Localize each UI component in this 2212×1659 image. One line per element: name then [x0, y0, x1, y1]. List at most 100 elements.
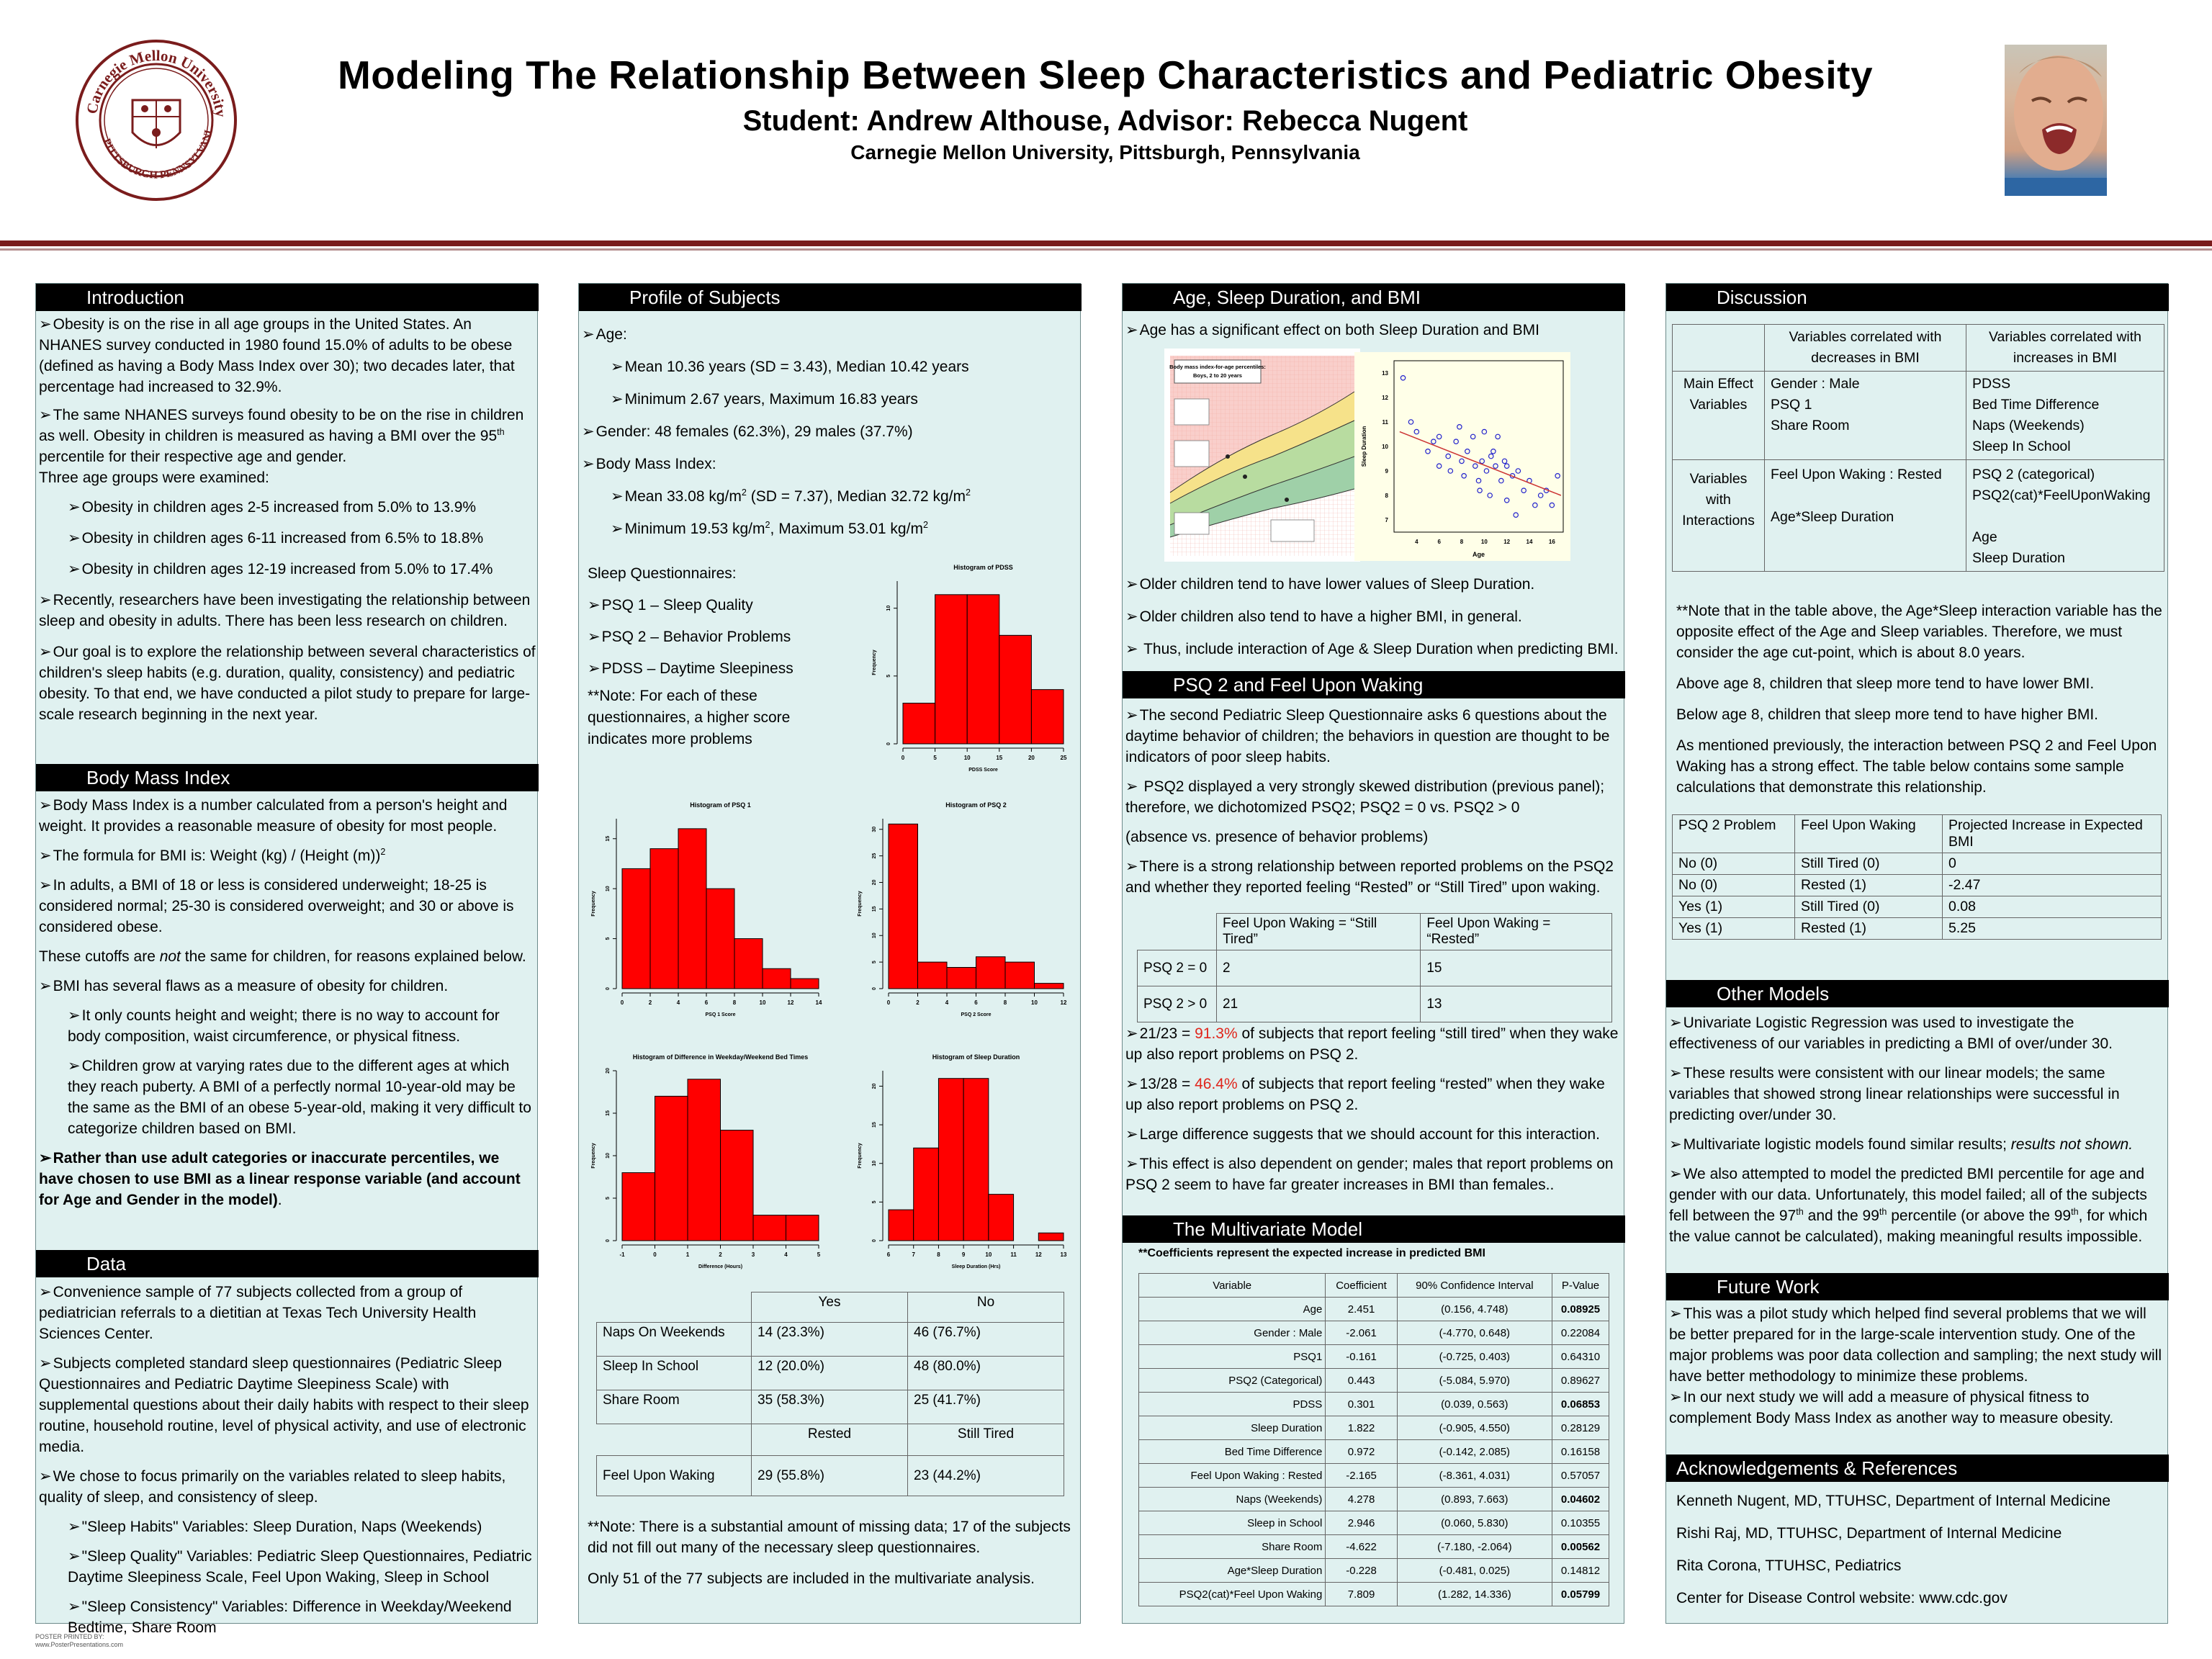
histogram-bar [976, 956, 1006, 989]
profile-item: Minimum 19.53 kg/m2, Maximum 53.01 kg/m2 [582, 518, 1079, 540]
histogram-bar [790, 978, 819, 989]
scatter-point [1513, 512, 1519, 518]
histogram-title: Histogram of Sleep Duration [932, 1053, 1020, 1061]
scatter-point [1483, 468, 1490, 474]
data-variable-group: "Sleep Consistency" Variables: Differenc… [39, 1596, 536, 1638]
scatter-point [1445, 453, 1452, 459]
y-axis-label: Frequency [591, 891, 596, 917]
table-row: Sleep In School 12 (20.0%) 48 (80.0%) [596, 1356, 1064, 1390]
histogram-bar [966, 594, 1000, 745]
histogram-bar [999, 634, 1032, 745]
x-axis-label: PDSS Score [968, 768, 998, 773]
x-tick-label: 6 [974, 999, 978, 1006]
x-tick-label: 3 [752, 1251, 755, 1258]
scatter-point [1479, 458, 1485, 464]
table-row: Naps On Weekends 14 (23.3%) 46 (76.7%) [596, 1322, 1064, 1357]
histogram-bar [935, 594, 968, 745]
x-tick-label: 4 [677, 999, 680, 1006]
intro-paragraph: The same NHANES surveys found obesity to… [39, 405, 536, 467]
col-header: 90% Confidence Interval [1396, 1273, 1553, 1298]
x-tick-label: 12 [788, 999, 794, 1006]
agebmi-points: Older children tend to have lower values… [1125, 574, 1622, 660]
cdc-reference-link[interactable]: Center for Disease Control website: www.… [1676, 1590, 2008, 1606]
column-4: Discussion Variables correlated with dec… [1665, 283, 2169, 1624]
histogram-bar [621, 868, 651, 989]
profile-item: Mean 10.36 years (SD = 3.43), Median 10.… [582, 356, 1079, 378]
x-tick-label: 25 [1061, 755, 1067, 761]
y-tick-label: 10 [872, 932, 877, 938]
table-row: Naps (Weekends) 4.278 (0.893, 7.663) 0.0460… [1138, 1487, 1609, 1511]
col-header: Feel Upon Waking = “Still Tired” [1215, 913, 1421, 950]
psq2-findings: 21/23 = 91.3% of subjects that report fe… [1125, 1023, 1622, 1195]
acknowledgements-list: Kenneth Nugent, MD, TTUHSC, Department o… [1676, 1491, 2163, 1609]
col-header: Variables correlated with increases in B… [1966, 324, 2164, 372]
histogram-bar [786, 1215, 819, 1241]
section-heading-introduction: Introduction [36, 284, 539, 311]
col-header: Yes [751, 1292, 908, 1323]
histogram-bar [1034, 983, 1064, 989]
histogram-bar [888, 823, 918, 989]
scatter-point [1453, 439, 1459, 445]
sleep-habits-table: Yes No Naps On Weekends 14 (23.3%) 46 (76.7… [596, 1292, 1064, 1496]
table-row: PDSS 0.301 (0.039, 0.563) 0.06853 [1138, 1392, 1609, 1416]
scatter-point [1461, 473, 1467, 479]
x-tick-label: 0 [653, 1251, 657, 1258]
y-tick-label: 13 [1382, 370, 1388, 377]
scatter-point [1491, 449, 1496, 454]
university-seal-logo: Carnegie Mellon University PITTSBURGH PE… [75, 39, 237, 201]
bmi-flaw: Children grow at varying rates due to th… [39, 1056, 536, 1139]
scatter-point [1501, 458, 1508, 464]
col-header: No [907, 1292, 1064, 1323]
questionnaire-item: PSQ 2 – Behavior Problems [588, 626, 804, 648]
questionnaire-item: PDSS – Daytime Sleepiness [588, 658, 804, 680]
x-tick-label: 0 [887, 999, 891, 1006]
section-heading-age-sleep-bmi: Age, Sleep Duration, and BMI [1123, 284, 1625, 311]
scatter-point [1436, 433, 1442, 440]
y-tick-label: 11 [1382, 419, 1389, 426]
y-tick-label: 9 [1385, 468, 1389, 475]
missing-data-note: **Note: There is a substantial amount of… [588, 1519, 1071, 1587]
col-header: PSQ 2 Problem [1672, 814, 1795, 853]
printer-credit: POSTER PRINTED BY: www.PosterPresentatio… [35, 1633, 124, 1648]
table-row: Yes (1) Still Tired (0) 0.08 [1672, 896, 2162, 918]
scatter-point [1477, 487, 1483, 494]
x-tick-label: 4 [784, 1251, 788, 1258]
x-tick-label: 8 [1460, 539, 1464, 545]
histogram-bar [734, 938, 763, 989]
y-tick-label: 15 [872, 906, 877, 912]
trend-line [1399, 431, 1562, 496]
questionnaire-item: PSQ 1 – Sleep Quality [588, 595, 804, 616]
scatter-point [1503, 463, 1510, 469]
bmi-paragraph: Body Mass Index is a number calculated f… [39, 795, 536, 837]
cdc-chart-title: Body mass index-for-age percentiles: [1169, 364, 1266, 370]
poster-header: Carnegie Mellon University PITTSBURGH PE… [0, 0, 2212, 242]
col-header: Rested [751, 1424, 908, 1456]
data-text: Convenience sample of 77 subjects collec… [39, 1282, 536, 1638]
scatter-frame [1393, 360, 1564, 533]
data-variable-group: "Sleep Quality" Variables: Pediatric Sle… [39, 1546, 536, 1588]
section-heading-psq2: PSQ 2 and Feel Upon Waking [1123, 671, 1625, 698]
histogram-psq2: Histogram of PSQ 2 0 2 4 6 8 10 12 0 5 10 15 20 25 30 P… [858, 801, 1067, 1017]
table-row: No (0) Still Tired (0) 0 [1672, 853, 2162, 875]
scatter-point [1487, 493, 1493, 498]
svg-text:Boys, 2 to 20 years: Boys, 2 to 20 years [1193, 372, 1242, 379]
section-heading-data: Data [36, 1250, 539, 1277]
x-tick-label: 2 [719, 1251, 722, 1258]
discussion-variables-table: Variables correlated with decreases in B… [1672, 324, 2164, 572]
x-tick-label: 5 [933, 755, 937, 761]
x-tick-label: 4 [945, 999, 949, 1006]
histogram-bar [963, 1078, 989, 1241]
histogram-bar [687, 1079, 721, 1241]
x-tick-label: 8 [1004, 999, 1007, 1006]
x-tick-label: 6 [887, 1251, 891, 1258]
x-tick-label: 10 [985, 1251, 992, 1258]
x-tick-label: 9 [962, 1251, 966, 1258]
column-1: Introduction Obesity is on the rise in a… [35, 283, 539, 1636]
psq2-waking-table: Feel Upon Waking = “Still Tired” Feel Upo… [1137, 913, 1612, 1022]
multivariate-table: Variable Coefficient 90% Confidence Inte… [1138, 1273, 1609, 1606]
x-tick-label: 12 [1035, 1251, 1042, 1258]
psq2-text: The second Pediatric Sleep Questionnaire… [1125, 705, 1622, 898]
histogram-psq1: Histogram of PSQ 1 0 2 4 6 8 10 12 14 0 5 10 15 PSQ 1… [591, 801, 822, 1017]
questionnaire-list: Sleep Questionnaires: PSQ 1 – Sleep Qual… [588, 563, 804, 750]
x-tick-label: 14 [1527, 539, 1533, 545]
